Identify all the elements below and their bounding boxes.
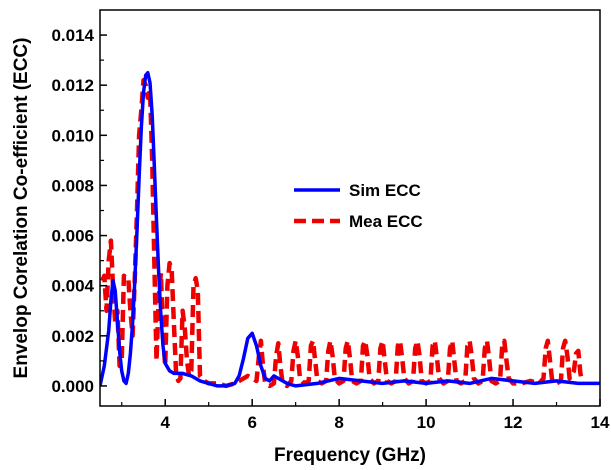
x-tick-label: 6 (247, 413, 256, 432)
y-tick-label: 0.010 (51, 126, 94, 145)
plot-frame (99, 9, 601, 407)
y-tick-label: 0.002 (51, 327, 94, 346)
x-tick-label: 14 (591, 413, 610, 432)
x-tick-label: 4 (160, 413, 170, 432)
y-tick-label: 0.000 (51, 377, 94, 396)
y-axis-title: Envelop Corelation Co-efficient (ECC) (11, 38, 32, 379)
x-tick-label: 12 (504, 413, 523, 432)
y-tick-label: 0.008 (51, 176, 94, 195)
series-line-1 (100, 77, 585, 389)
y-tick-label: 0.004 (51, 277, 94, 296)
y-tick-label: 0.006 (51, 227, 94, 246)
y-tick-label: 0.014 (51, 26, 94, 45)
series-line-0 (100, 70, 600, 388)
y-tick-label: 0.012 (51, 76, 94, 95)
x-axis: 4 6 8 10 12 14 (121, 399, 610, 432)
y-axis: 0.000 0.002 0.004 0.006 0.008 0.010 0.012 0.014 (51, 26, 107, 396)
x-tick-label: 10 (417, 413, 436, 432)
legend-label-mea: Mea ECC (349, 212, 423, 231)
series-layer (100, 70, 600, 389)
x-axis-title: Frequency (GHz) (274, 445, 426, 466)
x-tick-label: 8 (334, 413, 343, 432)
legend-label-sim: Sim ECC (349, 181, 421, 200)
legend: Sim ECC Mea ECC (294, 181, 423, 231)
